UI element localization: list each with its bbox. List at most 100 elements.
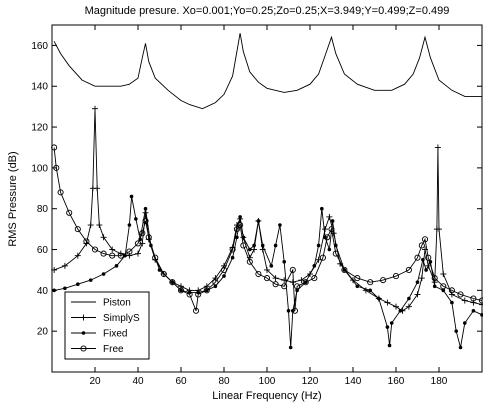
fixed-point	[143, 206, 148, 211]
fixed-point	[316, 243, 321, 248]
free-point	[421, 236, 429, 243]
legend-label-free: Free	[103, 344, 124, 355]
free-point	[100, 250, 107, 257]
simplys-point	[109, 246, 116, 253]
series-piston	[53, 33, 482, 110]
fixed-point	[238, 215, 242, 219]
fixed-point	[377, 296, 381, 301]
free-point	[457, 291, 464, 298]
free-point	[332, 250, 339, 257]
legend-label-fixed: Fixed	[103, 329, 127, 340]
fixed-point	[273, 243, 278, 248]
fixed-point	[454, 329, 459, 333]
series-free	[51, 144, 483, 314]
fixed-point	[432, 284, 437, 289]
fixed-point	[424, 268, 428, 272]
free-point	[470, 295, 477, 302]
free-point	[418, 242, 425, 249]
free-point	[57, 189, 64, 196]
fixed-point	[114, 264, 119, 268]
y-axis-ticks: 20 40 60 80 100 120 140 160	[31, 41, 482, 338]
legend-item-simplys: SimplyS	[71, 313, 140, 324]
x-axis-label: Linear Frequency (Hz)	[212, 390, 321, 402]
fixed-point	[222, 274, 226, 278]
x-tick-label: 120	[302, 376, 319, 387]
y-tick-label: 140	[31, 82, 48, 93]
legend-label-piston: Piston	[103, 298, 131, 309]
simplys-point	[448, 291, 455, 298]
free-line	[53, 147, 483, 311]
fixed-point	[441, 288, 446, 293]
free-point	[126, 248, 133, 255]
free-point	[145, 234, 152, 241]
free-point	[160, 270, 167, 278]
fixed-point	[278, 223, 282, 227]
fixed-point	[458, 345, 463, 350]
fixed-point	[76, 282, 80, 287]
free-point	[192, 307, 200, 314]
fixed-point	[129, 194, 134, 199]
free-point	[91, 246, 99, 253]
free-point	[177, 287, 185, 294]
fixed-point	[127, 223, 132, 227]
fixed-point	[421, 257, 425, 262]
free-point	[109, 252, 116, 259]
y-tick-label: 80	[37, 204, 49, 215]
simplys-point	[393, 303, 399, 310]
free-point	[117, 252, 124, 259]
free-point	[212, 279, 219, 286]
simplys-point	[326, 213, 333, 220]
simplys-point	[315, 256, 322, 263]
simplys-point	[61, 262, 68, 269]
fixed-point	[256, 219, 261, 223]
fixed-point	[385, 325, 390, 329]
legend-marker-simplys	[80, 314, 87, 321]
fixed-point	[415, 280, 420, 284]
fixed-point	[248, 247, 252, 252]
y-tick-label: 60	[37, 245, 49, 256]
x-axis-ticks: 20 40 60 80 100 120 140 160 180	[89, 25, 448, 387]
free-point	[139, 230, 146, 237]
fixed-point	[282, 259, 287, 264]
fixed-point	[157, 268, 162, 272]
x-tick-label: 180	[431, 376, 448, 387]
free-point	[324, 234, 331, 241]
simplys-point	[100, 234, 107, 241]
fixed-point	[235, 235, 239, 240]
free-point	[203, 287, 210, 294]
series-simplys	[51, 105, 483, 314]
y-tick-label: 100	[31, 163, 48, 174]
legend-marker-fixed	[81, 331, 86, 335]
free-point	[328, 226, 335, 233]
simplys-point	[362, 287, 369, 294]
fixed-point	[320, 206, 324, 211]
fixed-point	[288, 345, 293, 350]
simplys-point	[135, 250, 141, 257]
free-point	[272, 281, 279, 288]
fixed-point	[88, 278, 93, 282]
free-point	[448, 287, 455, 294]
free-point	[405, 266, 412, 273]
free-point	[319, 254, 326, 261]
free-point	[294, 283, 301, 290]
fixed-point	[252, 243, 256, 248]
simplys-point	[298, 277, 305, 284]
free-point	[263, 275, 271, 282]
fixed-point	[286, 308, 291, 313]
free-point	[431, 275, 438, 282]
free-point	[240, 242, 247, 249]
free-point	[425, 254, 432, 261]
simplys-point	[87, 222, 94, 229]
y-tick-label: 20	[37, 327, 49, 338]
fixed-point	[330, 219, 335, 223]
y-tick-label: 160	[31, 41, 48, 52]
simplys-point	[92, 105, 98, 112]
free-point	[51, 144, 58, 151]
simplys-point	[414, 291, 421, 298]
x-tick-label: 60	[175, 376, 187, 387]
simplys-point	[470, 299, 477, 306]
free-point	[414, 254, 421, 261]
free-point	[66, 209, 73, 216]
free-point	[195, 291, 202, 298]
free-point	[380, 277, 387, 284]
